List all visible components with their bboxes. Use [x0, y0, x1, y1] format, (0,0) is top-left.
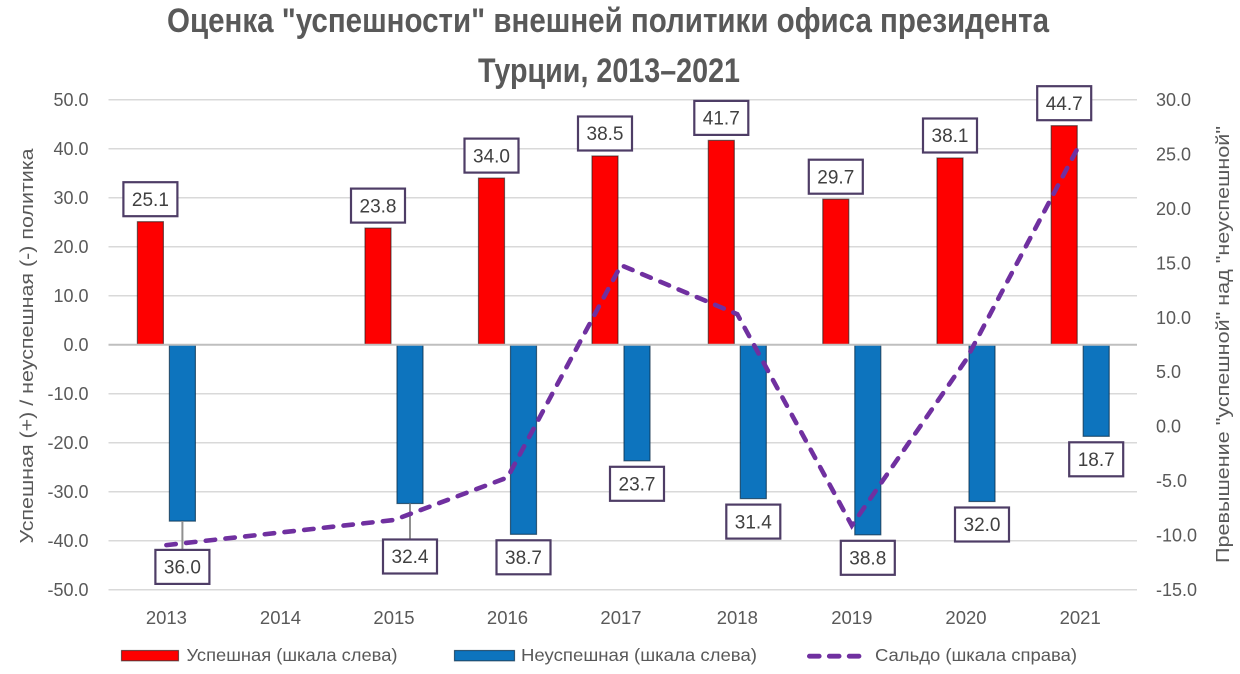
- svg-text:41.7: 41.7: [703, 109, 740, 130]
- svg-text:38.8: 38.8: [849, 549, 886, 570]
- svg-text:18.7: 18.7: [1078, 450, 1115, 471]
- svg-text:29.7: 29.7: [817, 167, 854, 188]
- svg-text:-5.0: -5.0: [1156, 471, 1187, 491]
- svg-text:20.0: 20.0: [53, 237, 88, 257]
- svg-text:0.0: 0.0: [63, 335, 88, 355]
- svg-text:-10.0: -10.0: [1156, 526, 1197, 546]
- svg-text:30.0: 30.0: [53, 188, 88, 208]
- svg-text:Успешная (шкала слева): Успешная (шкала слева): [187, 645, 398, 665]
- svg-text:40.0: 40.0: [53, 139, 88, 159]
- svg-text:Превышение "успешной" над "неу: Превышение "успешной" над "неуспешной": [1213, 126, 1233, 563]
- svg-text:2016: 2016: [487, 607, 528, 628]
- svg-text:30.0: 30.0: [1156, 90, 1191, 110]
- svg-text:2020: 2020: [945, 607, 986, 628]
- svg-text:Турции, 2013–2021: Турции, 2013–2021: [478, 52, 740, 90]
- svg-text:2014: 2014: [260, 607, 301, 628]
- svg-text:-40.0: -40.0: [47, 531, 88, 551]
- svg-text:10.0: 10.0: [1156, 308, 1191, 328]
- svg-text:-10.0: -10.0: [47, 384, 88, 404]
- svg-text:Сальдо (шкала справа): Сальдо (шкала справа): [875, 645, 1077, 665]
- svg-text:-30.0: -30.0: [47, 482, 88, 502]
- svg-text:Оценка "успешности" внешней по: Оценка "успешности" внешней политики офи…: [167, 2, 1050, 40]
- svg-text:2021: 2021: [1060, 607, 1101, 628]
- svg-text:15.0: 15.0: [1156, 253, 1191, 273]
- svg-text:-20.0: -20.0: [47, 433, 88, 453]
- svg-text:32.0: 32.0: [964, 515, 1001, 536]
- svg-text:31.4: 31.4: [735, 512, 772, 533]
- svg-text:5.0: 5.0: [1156, 362, 1181, 382]
- svg-text:2019: 2019: [831, 607, 872, 628]
- svg-text:Успешная (+) / неуспешная (-): Успешная (+) / неуспешная (-) политика: [17, 147, 37, 543]
- svg-text:0.0: 0.0: [1156, 417, 1181, 437]
- svg-text:20.0: 20.0: [1156, 199, 1191, 219]
- svg-text:38.1: 38.1: [932, 126, 969, 147]
- svg-text:23.7: 23.7: [619, 475, 656, 496]
- svg-text:2018: 2018: [717, 607, 758, 628]
- svg-text:2015: 2015: [373, 607, 414, 628]
- svg-text:38.5: 38.5: [587, 124, 624, 145]
- svg-text:34.0: 34.0: [473, 146, 510, 167]
- svg-text:-15.0: -15.0: [1156, 580, 1197, 600]
- svg-text:2017: 2017: [600, 607, 641, 628]
- svg-text:2013: 2013: [146, 607, 187, 628]
- svg-text:25.1: 25.1: [132, 190, 169, 211]
- svg-text:32.4: 32.4: [392, 547, 429, 568]
- svg-text:23.8: 23.8: [360, 196, 397, 217]
- svg-text:Неуспешная (шкала слева): Неуспешная (шкала слева): [521, 645, 757, 665]
- svg-text:36.0: 36.0: [164, 558, 201, 579]
- svg-text:38.7: 38.7: [505, 548, 542, 569]
- svg-text:10.0: 10.0: [53, 286, 88, 306]
- svg-text:50.0: 50.0: [53, 90, 88, 110]
- svg-text:25.0: 25.0: [1156, 144, 1191, 164]
- svg-text:-50.0: -50.0: [47, 580, 88, 600]
- svg-text:44.7: 44.7: [1046, 94, 1083, 115]
